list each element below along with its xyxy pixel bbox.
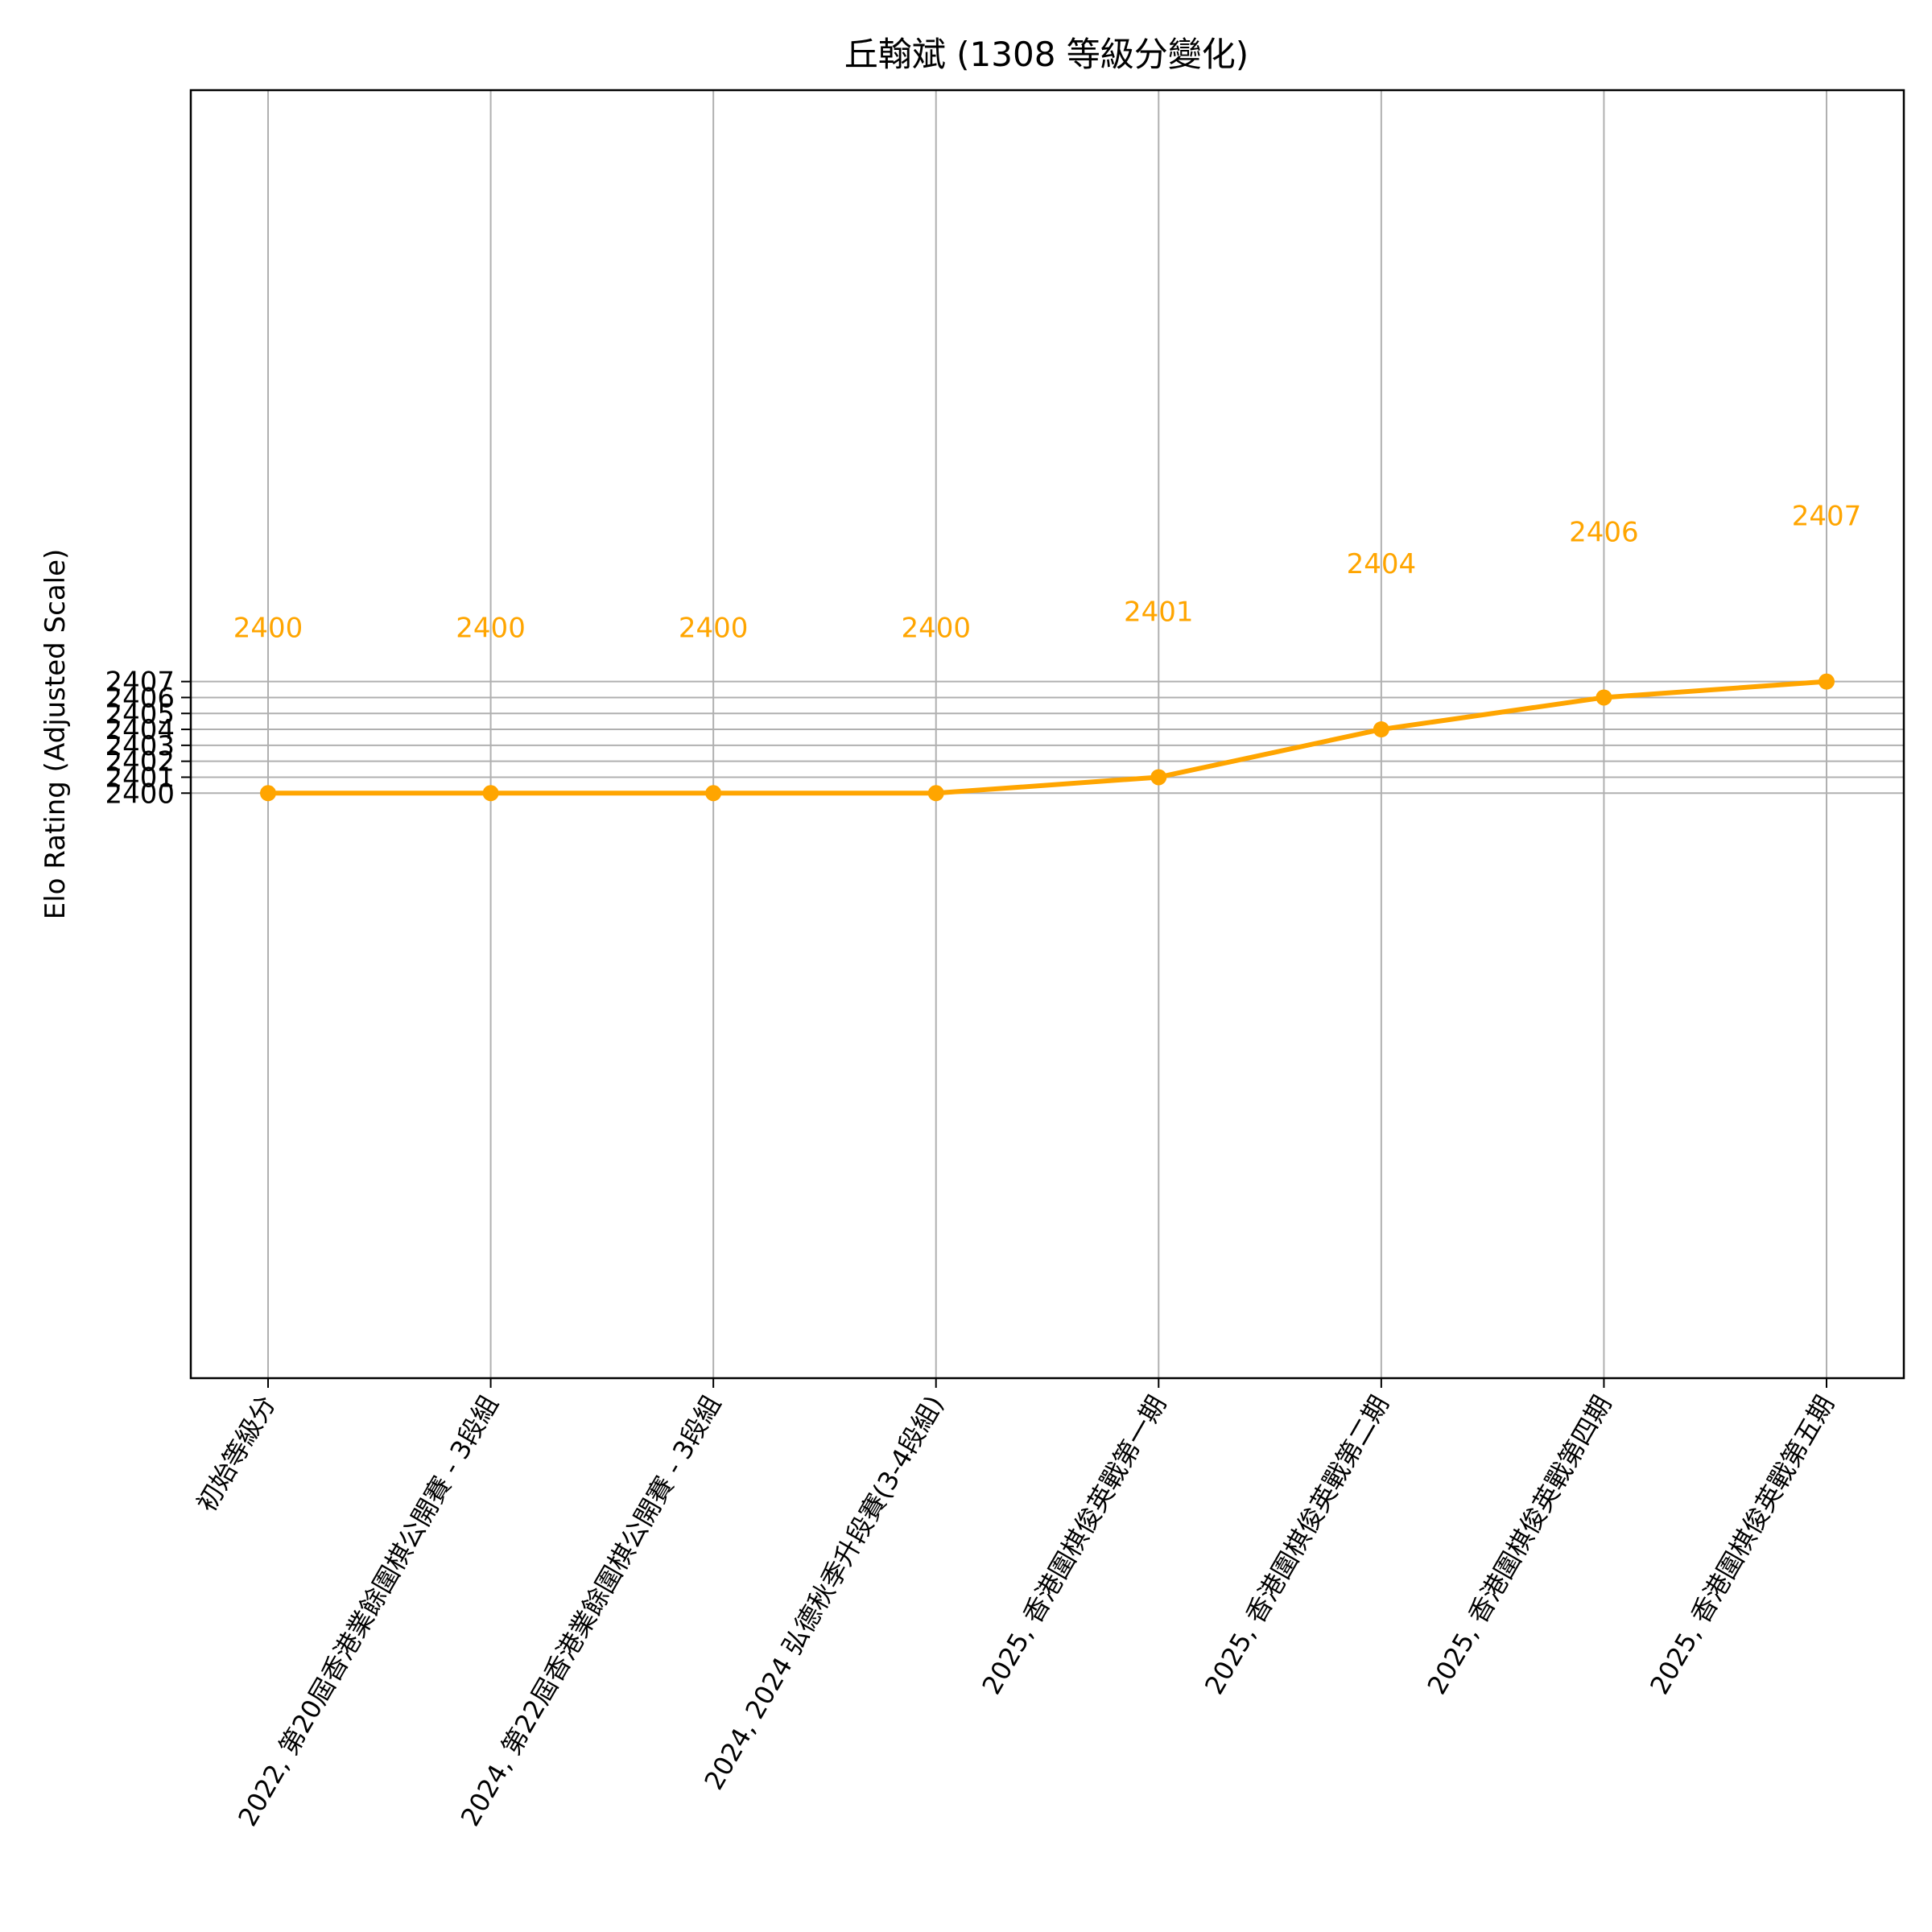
y-tick-label: 2401: [105, 762, 175, 794]
data-point: [705, 785, 722, 802]
data-label: 2401: [1124, 596, 1194, 628]
data-point: [1596, 689, 1612, 706]
plot-area-frame: [189, 89, 1905, 1380]
data-point: [1818, 673, 1835, 690]
series-layer: 2400 2400 2400 2400 2401 2404 2406 2407: [233, 501, 1862, 802]
y-tick-label: 2400: [105, 778, 175, 810]
series-line: [266, 679, 1829, 796]
data-label: 2400: [901, 612, 971, 644]
y-gridlines: [191, 680, 1904, 795]
data-label: 2404: [1347, 548, 1417, 580]
y-tick-label: 2402: [105, 746, 175, 778]
data-point: [482, 785, 499, 802]
data-label: 2400: [456, 612, 526, 644]
data-label: 2407: [1792, 501, 1862, 533]
data-label: 2400: [679, 612, 749, 644]
data-point: [1373, 721, 1389, 738]
y-tick-label: 2405: [105, 698, 175, 730]
data-label: 2406: [1569, 516, 1639, 548]
data-point: [927, 785, 944, 802]
data-label: 2400: [233, 612, 303, 644]
y-tick-label: 2406: [105, 682, 175, 714]
data-point: [1150, 769, 1167, 786]
y-tick-label: 2404: [105, 714, 175, 746]
data-point: [260, 785, 276, 802]
y-axis-label: Elo Rating (Adjusted Scale): [39, 549, 72, 920]
y-tick-label: 2403: [105, 730, 175, 762]
y-tick-label: 2407: [105, 667, 175, 699]
chart-title: 丘翰斌 (1308 等級分變化): [844, 35, 1249, 74]
